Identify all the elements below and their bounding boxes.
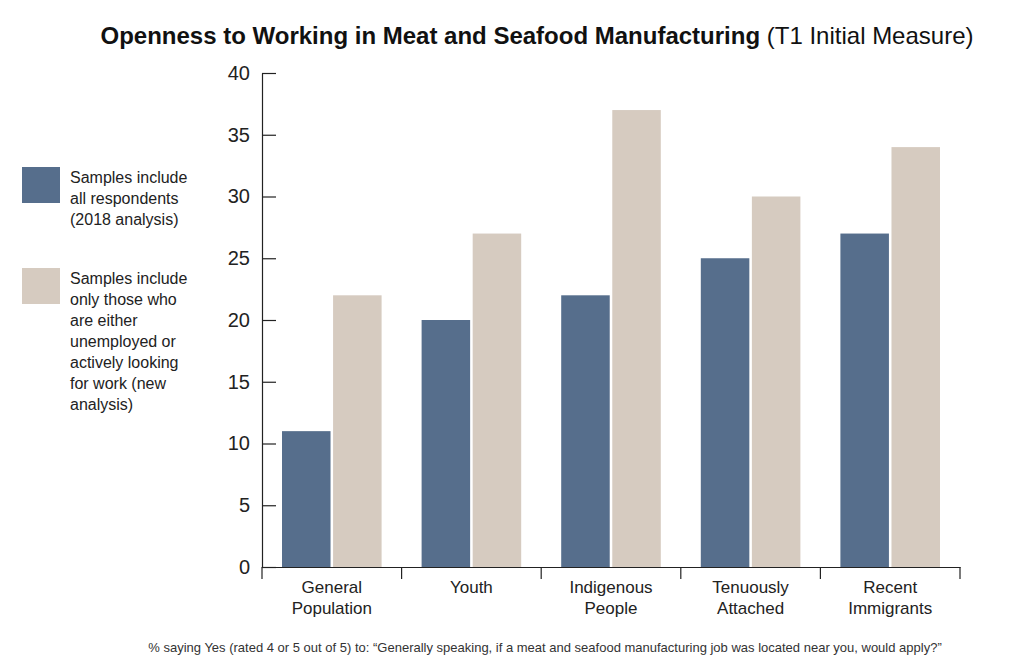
x-axis-line (263, 567, 961, 568)
category-separator (959, 567, 960, 579)
bar (473, 234, 522, 567)
y-tick-mark (262, 73, 276, 74)
x-tick-label: TenuouslyAttached (712, 578, 789, 618)
category-separator (261, 567, 262, 579)
y-tick-mark (262, 443, 276, 444)
x-tick: Youth (450, 567, 493, 597)
y-tick-label: 10 (228, 432, 250, 454)
y-tick-mark (262, 135, 276, 136)
chart: Openness to Working in Meat and Seafood … (0, 0, 1024, 666)
y-tick-mark (262, 320, 276, 321)
y-tick-label: 25 (228, 247, 250, 269)
y-tick-label: 35 (228, 124, 250, 146)
y-tick: 5 (239, 494, 276, 516)
x-tick: GeneralPopulation (292, 567, 372, 618)
bar-series (333, 110, 940, 567)
y-tick: 30 (228, 185, 276, 207)
category-separator (680, 567, 681, 579)
legend-label: Samples includeonly those whoare eitheru… (70, 270, 188, 413)
x-tick-label: GeneralPopulation (292, 578, 372, 618)
y-tick-mark (262, 196, 276, 197)
bar (701, 258, 750, 567)
bar (333, 295, 382, 567)
y-tick: 20 (228, 309, 276, 331)
y-tick-label: 0 (239, 556, 250, 578)
category-separator (820, 567, 821, 579)
category-separators (262, 567, 960, 579)
y-tick-label: 20 (228, 309, 250, 331)
x-axis: GeneralPopulation Youth IndigenousPeople Te… (263, 567, 961, 618)
legend-item: Samples includeall respondents(2018 anal… (22, 167, 188, 228)
y-tick: 40 (228, 62, 276, 84)
title: Openness to Working in Meat and Seafood … (100, 22, 760, 49)
x-tick: RecentImmigrants (848, 567, 932, 618)
legend-label: Samples includeall respondents(2018 anal… (70, 169, 188, 228)
bar (891, 147, 940, 567)
y-tick: 25 (228, 247, 276, 269)
subtitle: (T1 Initial Measure) (760, 22, 973, 49)
y-tick: 10 (228, 432, 276, 454)
y-tick-label: 30 (228, 185, 250, 207)
y-tick: 15 (228, 371, 276, 393)
legend: Samples includeall respondents(2018 anal… (22, 167, 188, 413)
bar (561, 295, 610, 567)
x-tick-label: RecentImmigrants (848, 578, 932, 618)
category-separator (541, 567, 542, 579)
y-tick-mark (262, 382, 276, 383)
x-tick: IndigenousPeople (569, 567, 652, 618)
bar (840, 234, 889, 567)
title-line: Openness to Working in Meat and Seafood … (100, 22, 973, 49)
x-tick-label: Youth (450, 578, 493, 597)
bar (612, 110, 661, 567)
y-tick-label: 5 (239, 494, 250, 516)
y-tick-mark (262, 505, 276, 506)
bar (752, 197, 801, 568)
bars (282, 110, 940, 567)
y-tick-mark (262, 258, 276, 259)
footnote: % saying Yes (rated 4 or 5 out of 5) to:… (148, 640, 941, 655)
legend-item: Samples includeonly those whoare eitheru… (22, 268, 188, 413)
legend-swatch (22, 167, 60, 203)
y-tick-label: 40 (228, 62, 250, 84)
bar (282, 431, 331, 567)
x-tick-label: IndigenousPeople (569, 578, 652, 618)
legend-swatch (22, 268, 60, 304)
category-separator (401, 567, 402, 579)
x-tick: TenuouslyAttached (712, 567, 789, 618)
y-tick-label: 15 (228, 371, 250, 393)
bar (422, 320, 471, 567)
y-axis: 0 5 10 15 20 25 30 35 40 (228, 62, 276, 578)
y-tick: 35 (228, 124, 276, 146)
